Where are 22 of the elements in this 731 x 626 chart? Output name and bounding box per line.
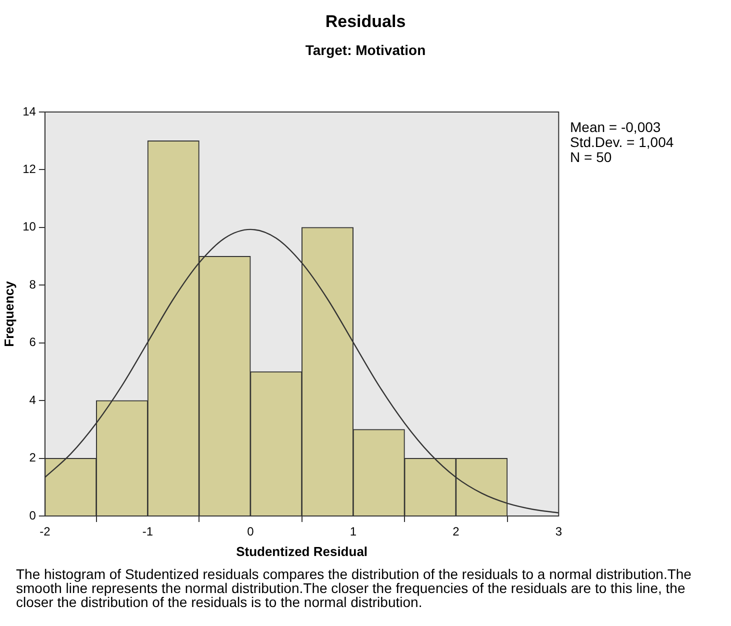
- text: Mean = -0,003: [570, 119, 662, 135]
- y-axis-title: Frequency: [1, 280, 16, 347]
- y-tick-label: 6: [29, 335, 36, 350]
- x-tick-label: 3: [555, 524, 562, 539]
- x-tick-label: 0: [247, 524, 254, 539]
- x-tick-label: -1: [142, 524, 154, 539]
- text: The histogram of Studentized residuals compares the distribution of the residuals to a normal distribution.The smooth line represents the normal distribution.The closer the frequencies of the residuals are to this line, the closer the distribution of the residuals is to the normal distribution.: [16, 566, 692, 610]
- y-tick-label: 2: [29, 450, 36, 465]
- y-tick-label: 8: [29, 277, 36, 292]
- chart-title: Residuals: [324, 12, 407, 32]
- x-tick-label: 2: [452, 524, 460, 539]
- y-tick-label: 14: [22, 104, 36, 118]
- x-tick-label: 1: [350, 524, 357, 539]
- y-tick-label: 4: [29, 392, 36, 407]
- y-tick-label: 10: [22, 220, 36, 234]
- x-axis-title: Studentized Residual: [236, 544, 368, 559]
- text: N = 50: [570, 149, 613, 165]
- chart-subtitle: Target: Motivation: [304, 42, 427, 58]
- y-tick-label: 12: [22, 162, 36, 176]
- y-tick-label: 0: [29, 508, 36, 522]
- x-tick-label: -2: [40, 524, 51, 539]
- text: Std.Dev. = 1,004: [570, 134, 674, 150]
